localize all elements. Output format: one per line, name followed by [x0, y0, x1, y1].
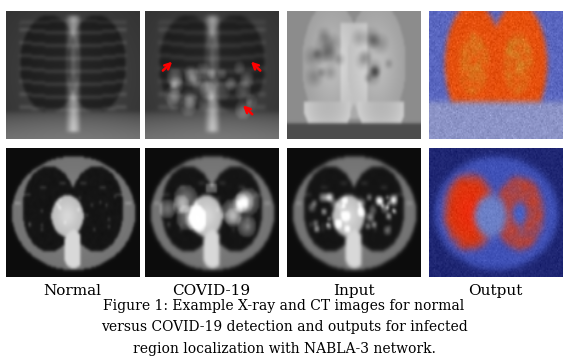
Text: Output: Output: [469, 284, 523, 298]
Text: Figure 1: Example X-ray and CT images for normal: Figure 1: Example X-ray and CT images fo…: [103, 299, 465, 313]
Text: region localization with NABLA-3 network.: region localization with NABLA-3 network…: [132, 342, 436, 356]
Text: Input: Input: [333, 284, 374, 298]
Text: versus COVID-19 detection and outputs for infected: versus COVID-19 detection and outputs fo…: [101, 320, 467, 334]
Text: COVID-19: COVID-19: [173, 284, 250, 298]
Text: Normal: Normal: [43, 284, 102, 298]
